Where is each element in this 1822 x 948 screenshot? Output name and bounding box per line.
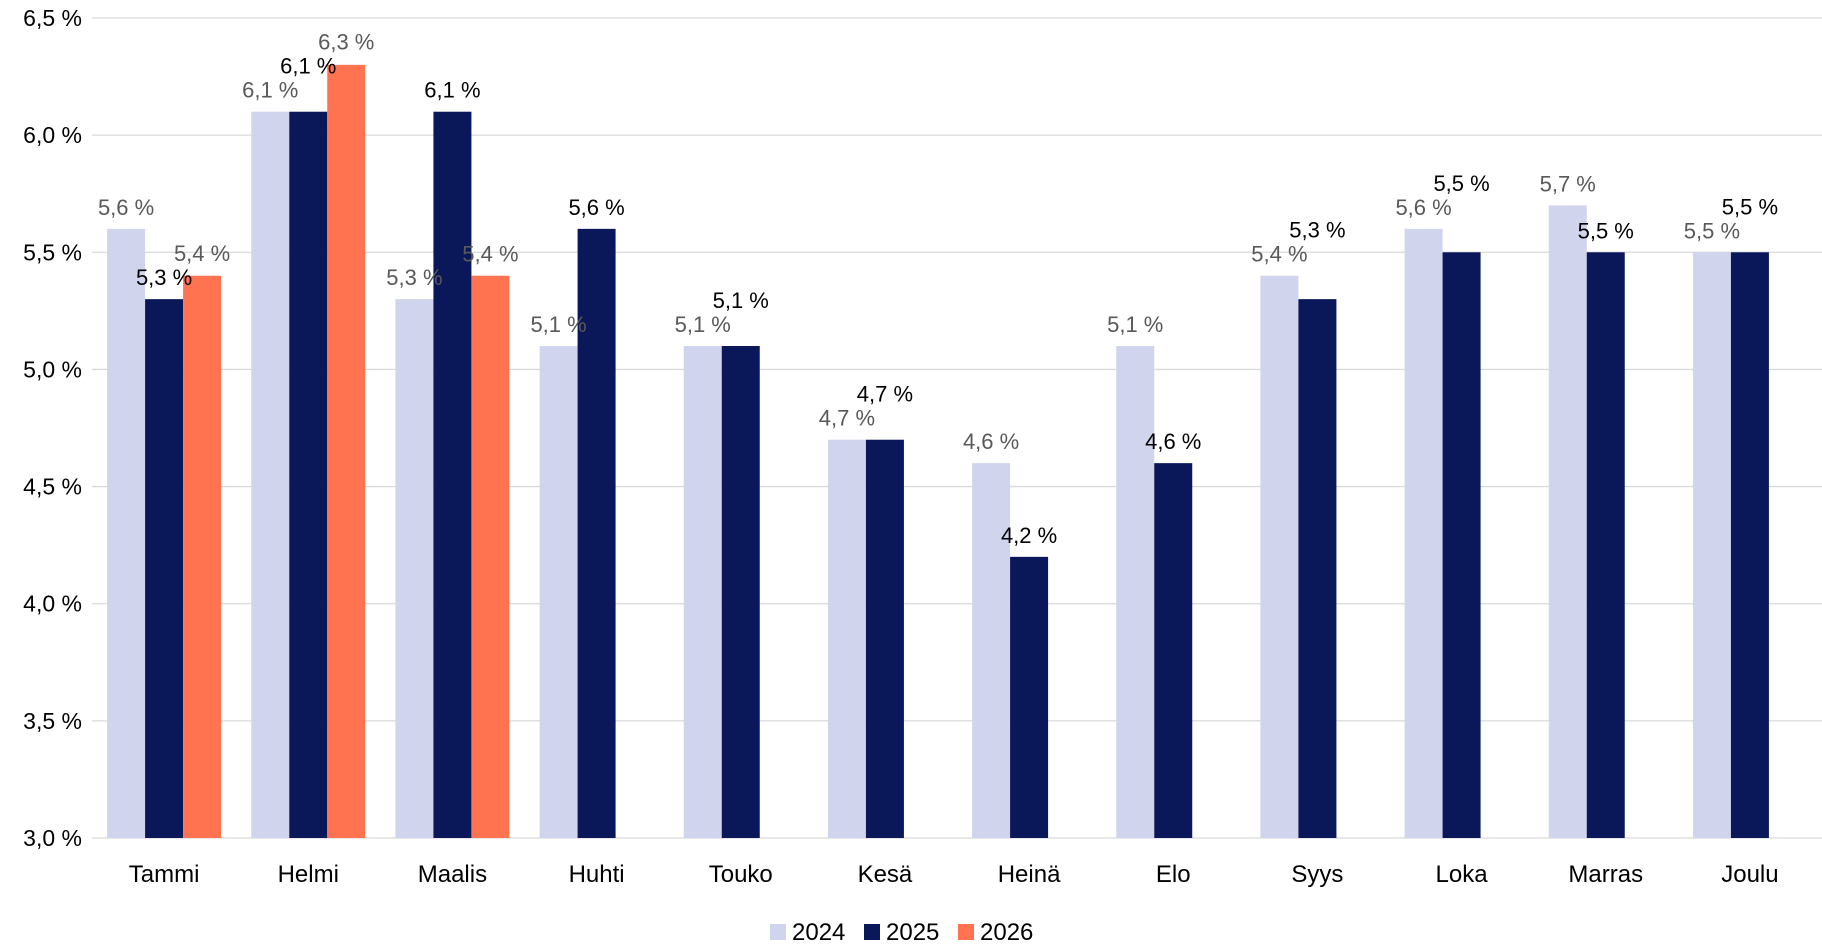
y-tick-label: 3,5 % xyxy=(23,708,82,734)
data-label-2024-8: 5,4 % xyxy=(1251,242,1307,267)
y-tick-label: 6,5 % xyxy=(23,5,82,31)
data-label-2024-6: 4,6 % xyxy=(963,429,1019,454)
x-tick-label: Elo xyxy=(1156,861,1191,888)
data-label-2025-1: 6,1 % xyxy=(280,54,336,79)
x-tick-label: Joulu xyxy=(1721,861,1778,888)
data-label-2026-1: 6,3 % xyxy=(318,30,374,55)
bar-2025-0 xyxy=(145,299,184,839)
data-label-2024-3: 5,1 % xyxy=(530,312,586,337)
bar-2026-0 xyxy=(183,275,222,838)
x-axis: Tammi Helmi Maalis Huhti Touko Kesä Heinä Elo Sy… xyxy=(129,861,1779,888)
bar-2025-4 xyxy=(721,346,760,838)
x-tick-label: Loka xyxy=(1436,861,1489,888)
data-label-2025-8: 5,3 % xyxy=(1289,218,1345,243)
data-label-2024-1: 6,1 % xyxy=(242,78,298,103)
data-label-2025-6: 4,2 % xyxy=(1001,523,1057,548)
data-label-2025-4: 5,1 % xyxy=(713,288,769,313)
data-label-2024-7: 5,1 % xyxy=(1107,312,1163,337)
x-tick-label: Maalis xyxy=(418,861,487,888)
bar-2025-6 xyxy=(1010,556,1049,838)
x-tick-label: Syys xyxy=(1291,861,1343,888)
data-label-2024-9: 5,6 % xyxy=(1395,195,1451,220)
gridlines xyxy=(92,17,1822,839)
bar-2024-1 xyxy=(251,111,290,838)
legend-label-2025: 2025 xyxy=(886,919,939,946)
x-tick-label: Touko xyxy=(709,861,773,888)
data-label-2025-10: 5,5 % xyxy=(1578,218,1634,243)
data-label-2024-11: 5,5 % xyxy=(1684,218,1740,243)
x-tick-label: Kesä xyxy=(858,861,913,888)
y-tick-label: 5,0 % xyxy=(23,356,82,382)
bar-2024-7 xyxy=(1116,346,1155,838)
bar-2025-8 xyxy=(1298,299,1337,839)
bar-2026-2 xyxy=(471,275,510,838)
bar-2024-3 xyxy=(539,346,578,838)
data-label-2024-10: 5,7 % xyxy=(1540,171,1596,196)
legend-swatch-2025 xyxy=(864,924,880,940)
x-tick-label: Marras xyxy=(1568,861,1643,888)
bar-2024-0 xyxy=(107,228,146,838)
data-label-2025-3: 5,6 % xyxy=(568,195,624,220)
y-tick-label: 5,5 % xyxy=(23,239,82,265)
bar-2024-4 xyxy=(683,346,722,838)
bars xyxy=(107,64,1769,839)
legend-label-2026: 2026 xyxy=(980,919,1033,946)
bar-2024-8 xyxy=(1260,275,1299,838)
data-label-2026-2: 5,4 % xyxy=(462,242,518,267)
data-label-2025-0: 5,3 % xyxy=(136,265,192,290)
y-axis: 3,0 % 3,5 % 4,0 % 4,5 % 5,0 % 5,5 % 6,0 % 6,5 % xyxy=(23,5,82,851)
bar-2025-7 xyxy=(1154,463,1193,838)
data-label-2026-0: 5,4 % xyxy=(174,241,230,266)
x-tick-label: Heinä xyxy=(998,861,1061,888)
y-tick-label: 4,5 % xyxy=(23,474,82,500)
data-label-2025-7: 4,6 % xyxy=(1145,429,1201,454)
data-label-2024-5: 4,7 % xyxy=(819,406,875,431)
bar-2025-1 xyxy=(289,111,328,838)
y-tick-label: 4,0 % xyxy=(23,591,82,617)
bar-2024-10 xyxy=(1548,205,1587,838)
bar-2025-3 xyxy=(577,228,616,838)
bar-2025-9 xyxy=(1442,252,1481,839)
bar-2024-2 xyxy=(395,299,434,839)
legend: 2024 2025 2026 xyxy=(770,919,1033,946)
data-labels: 5,6 %5,3 %5,4 %6,1 %6,1 %6,3 %5,3 %6,1 %… xyxy=(98,30,1778,548)
data-label-2025-2: 6,1 % xyxy=(424,78,480,103)
data-label-2025-5: 4,7 % xyxy=(857,382,913,407)
y-tick-label: 3,0 % xyxy=(23,825,82,851)
legend-swatch-2024 xyxy=(770,924,786,940)
bar-2024-5 xyxy=(827,439,866,838)
data-label-2024-4: 5,1 % xyxy=(675,312,731,337)
data-label-2024-0: 5,6 % xyxy=(98,195,154,220)
x-tick-label: Huhti xyxy=(569,861,625,888)
bar-2025-5 xyxy=(865,439,904,838)
legend-swatch-2026 xyxy=(958,924,974,940)
data-label-2025-9: 5,5 % xyxy=(1433,171,1489,196)
x-tick-label: Helmi xyxy=(278,861,339,888)
y-tick-label: 6,0 % xyxy=(23,122,82,148)
data-label-2025-11: 5,5 % xyxy=(1722,194,1778,219)
bar-2026-1 xyxy=(327,64,366,839)
x-tick-label: Tammi xyxy=(129,861,200,888)
legend-label-2024: 2024 xyxy=(792,919,845,946)
bar-2024-6 xyxy=(972,463,1011,838)
bar-2024-11 xyxy=(1692,252,1731,839)
data-label-2024-2: 5,3 % xyxy=(386,265,442,290)
bar-2025-10 xyxy=(1586,252,1625,839)
bar-2025-2 xyxy=(433,111,472,838)
bar-2024-9 xyxy=(1404,228,1443,838)
bar-2025-11 xyxy=(1730,252,1769,839)
